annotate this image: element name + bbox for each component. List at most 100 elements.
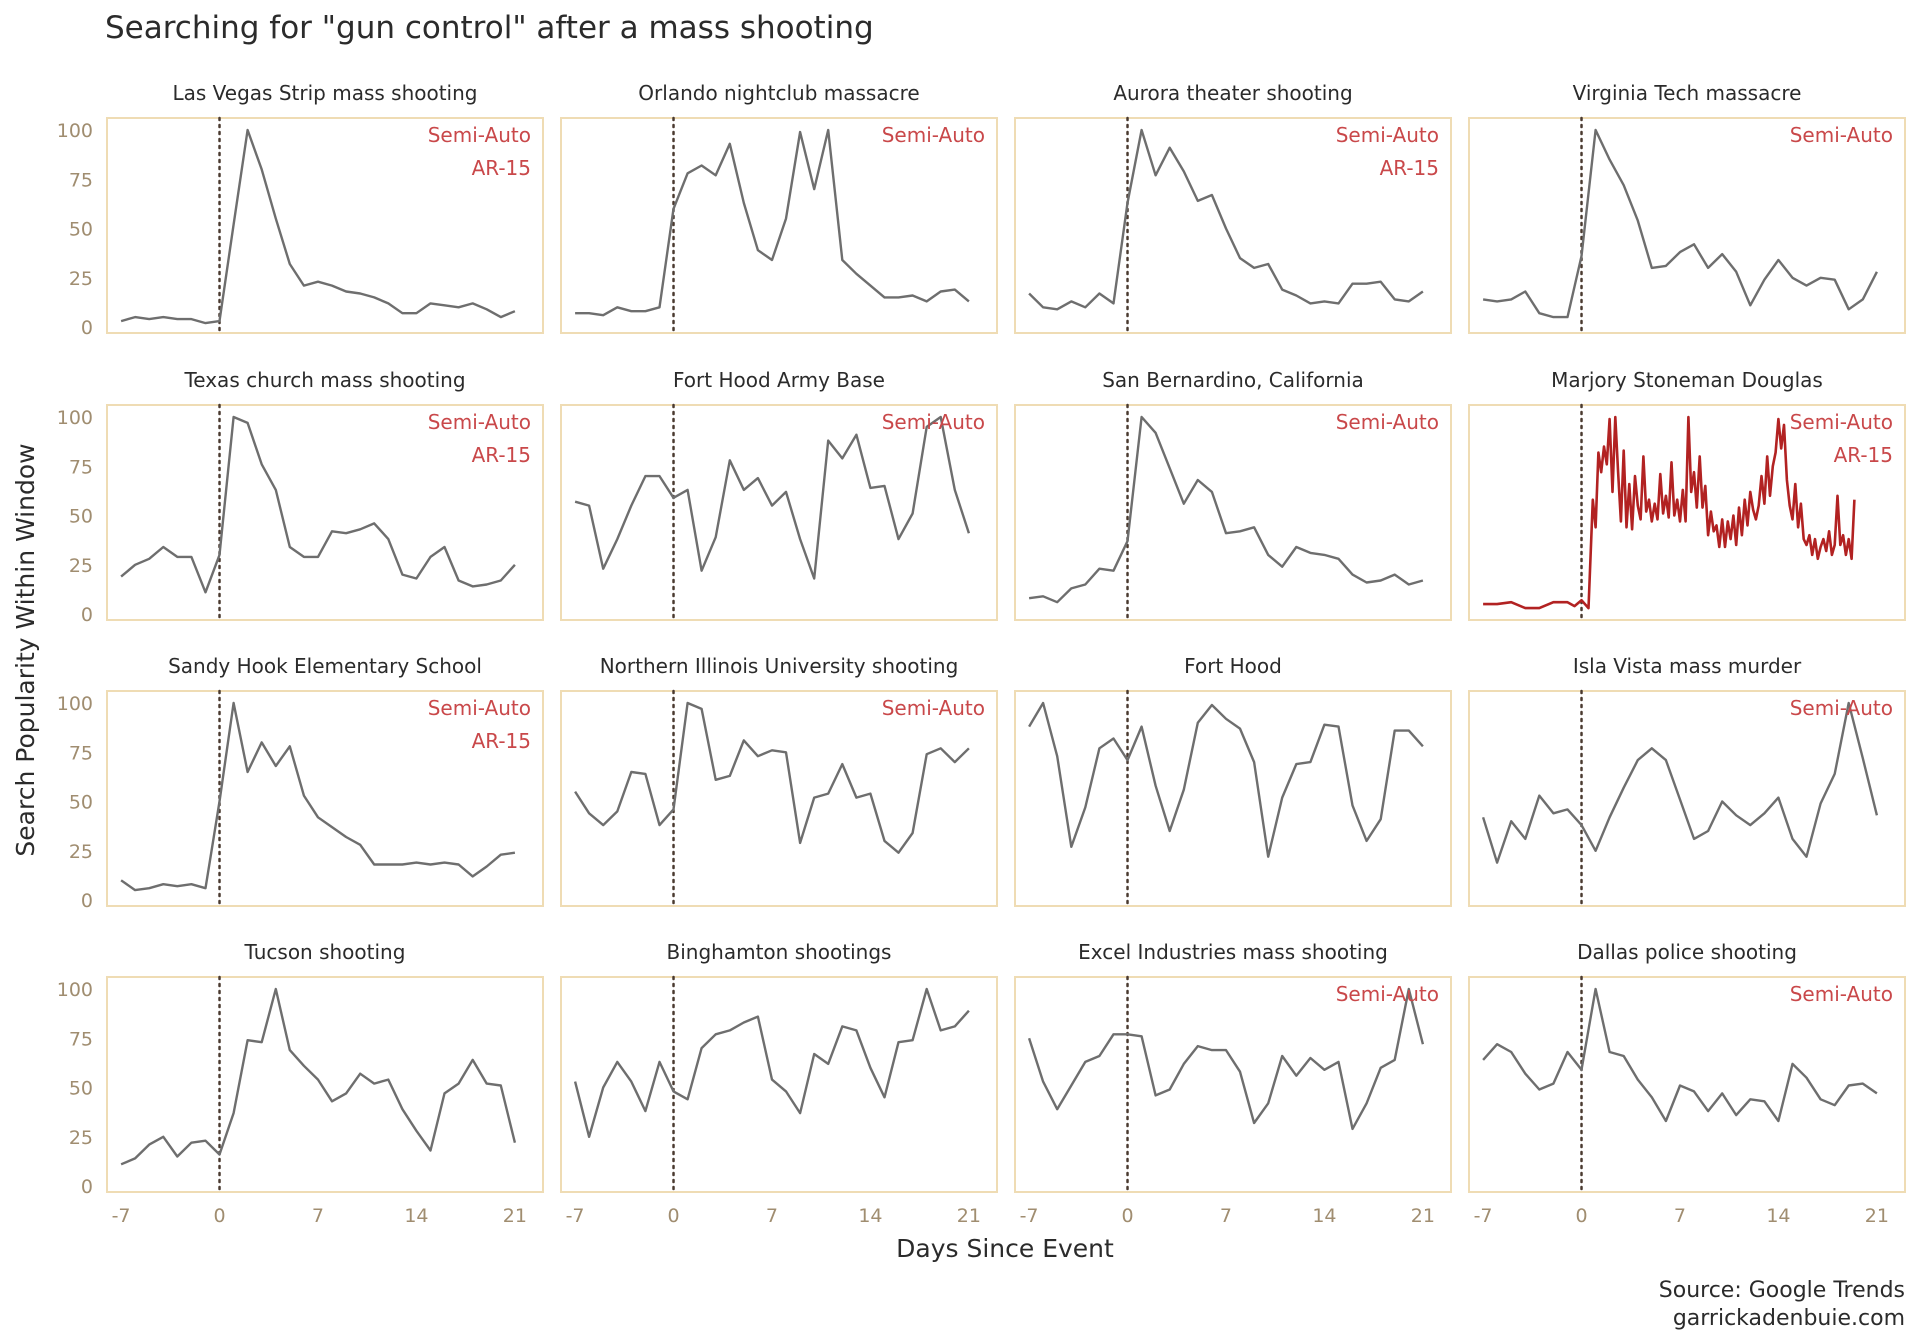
panel-virginia-tech-massacre: Virginia Tech massacre Semi-Auto	[1468, 81, 1906, 335]
x-tick-label: 14	[1312, 1205, 1336, 1227]
panel-northern-illinois-university-shooting: Northern Illinois University shooting Sem…	[560, 654, 998, 908]
panel-title: Marjory Stoneman Douglas	[1551, 368, 1823, 392]
panel-title: Excel Industries mass shooting	[1078, 940, 1388, 964]
x-tick-label: 7	[1674, 1205, 1686, 1227]
weapon-tag: Semi-Auto	[882, 410, 985, 434]
x-tick-label: 21	[503, 1205, 527, 1227]
panel-title: Dallas police shooting	[1577, 940, 1797, 964]
y-tick-label: 100	[57, 979, 93, 1001]
x-tick-label: 21	[1411, 1205, 1435, 1227]
panel-title: Aurora theater shooting	[1113, 81, 1352, 105]
series-line	[120, 701, 516, 892]
x-tick-label: -7	[1020, 1205, 1039, 1227]
series-line	[574, 415, 971, 580]
weapon-tag: AR-15	[472, 156, 531, 180]
panel-border	[106, 117, 544, 334]
panel-sandy-hook-elementary-school: Sandy Hook Elementary School Semi-Auto AR-…	[57, 654, 544, 912]
series-line	[1483, 415, 1856, 610]
series-line	[1028, 701, 1424, 858]
y-tick-label: 0	[81, 604, 93, 626]
weapon-tag: Semi-Auto	[428, 696, 531, 720]
weapon-tag: Semi-Auto	[428, 123, 531, 147]
series-line	[120, 987, 517, 1166]
y-tick-label: 25	[69, 268, 93, 290]
panel-border	[106, 404, 544, 621]
panel-title: Tucson shooting	[244, 940, 406, 964]
weapon-tag: AR-15	[472, 729, 531, 753]
x-tick-label: -7	[566, 1205, 585, 1227]
y-tick-label: 50	[69, 506, 93, 528]
panel-title: Fort Hood Army Base	[673, 368, 885, 392]
weapon-tag: Semi-Auto	[882, 696, 985, 720]
panel-border	[560, 976, 998, 1193]
weapon-tag: Semi-Auto	[1790, 123, 1893, 147]
panel-border	[1468, 117, 1906, 334]
panel-title: Orlando nightclub massacre	[638, 81, 919, 105]
x-tick-label: 0	[213, 1205, 225, 1227]
panel-aurora-theater-shooting: Aurora theater shooting Semi-Auto AR-15	[1014, 81, 1452, 335]
panel-border	[1468, 976, 1906, 1193]
x-tick-label: 0	[1121, 1205, 1133, 1227]
panel-fort-hood-army-base: Fort Hood Army Base Semi-Auto	[560, 368, 998, 622]
panel-border	[1014, 117, 1452, 334]
panel-binghamton-shootings: Binghamton shootings -7 0 7 14 21	[560, 940, 998, 1227]
source-website: garrickadenbuie.com	[1673, 1306, 1905, 1331]
weapon-tag: AR-15	[1834, 443, 1893, 467]
series-line	[120, 415, 516, 594]
panel-border	[1468, 690, 1906, 907]
x-tick-label: 0	[667, 1205, 679, 1227]
y-tick-label: 25	[69, 555, 93, 577]
panel-fort-hood: Fort Hood	[1014, 654, 1452, 908]
weapon-tag: Semi-Auto	[1336, 410, 1439, 434]
series-line	[1482, 128, 1878, 319]
series-line	[573, 987, 970, 1139]
y-tick-label: 50	[69, 792, 93, 814]
x-tick-label: 7	[312, 1205, 324, 1227]
y-tick-label: 75	[69, 1028, 93, 1050]
panel-border	[106, 976, 544, 1193]
x-tick-label: 14	[858, 1205, 882, 1227]
panel-title: Virginia Tech massacre	[1573, 81, 1802, 105]
x-tick-label: 14	[1766, 1205, 1790, 1227]
panel-dallas-police-shooting: Dallas police shooting Semi-Auto -7 0 7 14 21	[1468, 940, 1906, 1227]
x-tick-label: 0	[1575, 1205, 1587, 1227]
series-line	[1481, 701, 1879, 864]
x-tick-label: -7	[112, 1205, 131, 1227]
panel-marjory-stoneman-douglas: Marjory Stoneman Douglas Semi-Auto AR-15	[1468, 368, 1906, 622]
panel-title: San Bernardino, California	[1102, 368, 1364, 392]
y-axis-label: Search Popularity Within Window	[11, 443, 40, 856]
panel-border	[1014, 690, 1452, 907]
y-tick-label: 100	[57, 407, 93, 429]
panel-title: Isla Vista mass murder	[1573, 654, 1802, 678]
panel-tucson-shooting: Tucson shooting 0 25 50 75 100 -7 0 7 14 21	[57, 940, 544, 1227]
source-caption: Source: Google Trends	[1659, 1278, 1905, 1303]
series-line	[1028, 128, 1424, 311]
series-line	[120, 128, 516, 325]
x-tick-label: 21	[957, 1205, 981, 1227]
panel-border	[560, 404, 998, 621]
panel-orlando-nightclub-massacre: Orlando nightclub massacre Semi-Auto	[560, 81, 998, 335]
panel-texas-church-mass-shooting: Texas church mass shooting Semi-Auto AR-15…	[57, 368, 544, 626]
series-line	[1028, 415, 1424, 604]
weapon-tag: Semi-Auto	[1336, 123, 1439, 147]
panel-border	[106, 690, 544, 907]
y-tick-label: 0	[81, 317, 93, 339]
y-tick-label: 25	[69, 1127, 93, 1149]
y-tick-label: 100	[57, 120, 93, 142]
weapon-tag: AR-15	[1380, 156, 1439, 180]
panels-layer: Las Vegas Strip mass shooting Semi-Auto AR…	[57, 81, 1906, 1227]
panel-border	[1014, 976, 1452, 1193]
y-tick-label: 50	[69, 219, 93, 241]
series-line	[1027, 987, 1425, 1131]
y-tick-label: 100	[57, 693, 93, 715]
panel-border	[560, 117, 998, 334]
weapon-tag: Semi-Auto	[1336, 982, 1439, 1006]
series-line	[575, 128, 970, 317]
panel-title: Fort Hood	[1184, 654, 1282, 678]
weapon-tag: AR-15	[472, 443, 531, 467]
panel-san-bernardino-california: San Bernardino, California Semi-Auto	[1014, 368, 1452, 622]
weapon-tag: Semi-Auto	[1790, 410, 1893, 434]
y-tick-label: 25	[69, 841, 93, 863]
weapon-tag: Semi-Auto	[882, 123, 985, 147]
